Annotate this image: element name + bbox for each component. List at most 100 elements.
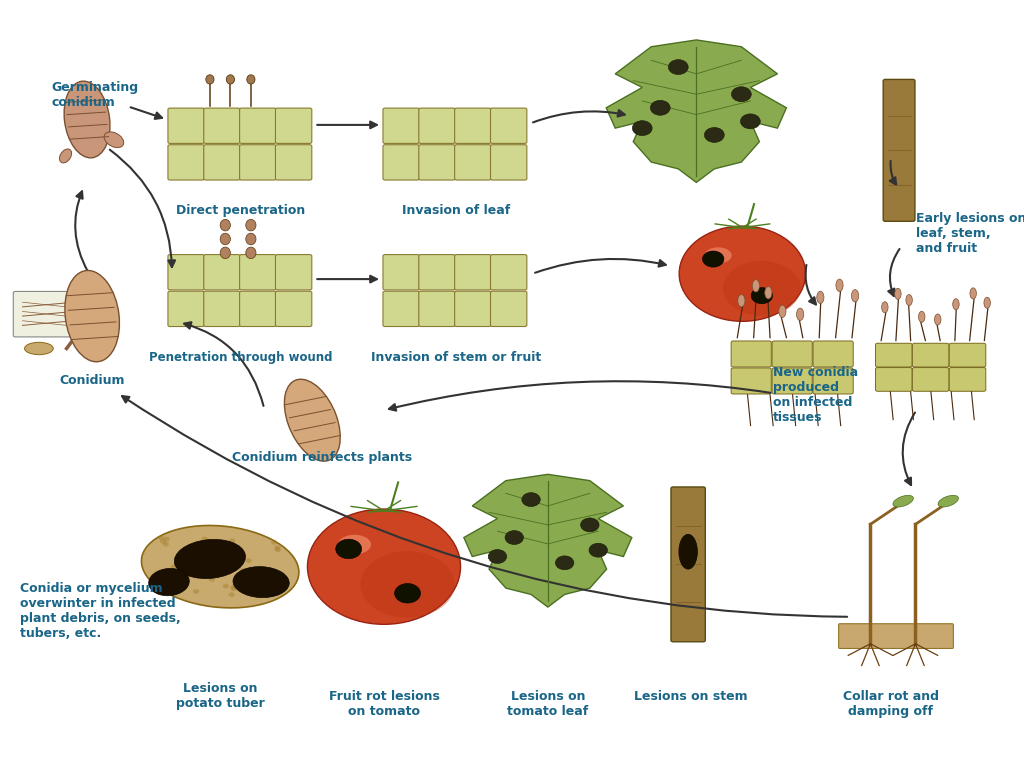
Ellipse shape <box>817 291 824 304</box>
Ellipse shape <box>338 535 371 554</box>
Circle shape <box>178 584 184 588</box>
Text: Lesions on
potato tuber: Lesions on potato tuber <box>176 682 264 710</box>
Ellipse shape <box>893 495 913 507</box>
Ellipse shape <box>104 132 124 147</box>
FancyBboxPatch shape <box>240 254 275 290</box>
FancyBboxPatch shape <box>455 108 492 143</box>
Text: Lesions on
tomato leaf: Lesions on tomato leaf <box>507 690 589 718</box>
Ellipse shape <box>65 271 120 362</box>
FancyBboxPatch shape <box>949 343 986 367</box>
FancyBboxPatch shape <box>731 341 771 367</box>
Circle shape <box>731 87 752 102</box>
FancyBboxPatch shape <box>490 108 526 143</box>
Circle shape <box>229 551 236 556</box>
FancyBboxPatch shape <box>490 291 526 327</box>
Circle shape <box>271 540 278 544</box>
FancyBboxPatch shape <box>275 108 311 143</box>
FancyBboxPatch shape <box>455 254 492 290</box>
Circle shape <box>212 547 218 551</box>
FancyBboxPatch shape <box>275 254 311 290</box>
FancyBboxPatch shape <box>813 368 853 394</box>
Circle shape <box>202 537 208 541</box>
Ellipse shape <box>895 288 901 299</box>
Circle shape <box>194 589 200 594</box>
Circle shape <box>163 542 169 547</box>
Ellipse shape <box>836 279 843 291</box>
Text: Invasion of leaf: Invasion of leaf <box>401 204 510 217</box>
Ellipse shape <box>737 295 744 307</box>
Ellipse shape <box>882 301 888 313</box>
Circle shape <box>581 518 599 532</box>
Circle shape <box>160 539 166 544</box>
FancyBboxPatch shape <box>383 108 420 143</box>
Circle shape <box>167 583 173 588</box>
Ellipse shape <box>935 314 941 325</box>
FancyBboxPatch shape <box>876 368 912 392</box>
Circle shape <box>180 564 186 568</box>
Text: Conidium: Conidium <box>59 374 125 387</box>
Circle shape <box>175 586 181 591</box>
Ellipse shape <box>247 75 255 84</box>
Ellipse shape <box>753 280 760 292</box>
Circle shape <box>505 530 523 544</box>
Circle shape <box>161 575 167 580</box>
Ellipse shape <box>723 261 801 316</box>
Circle shape <box>230 587 237 591</box>
FancyBboxPatch shape <box>383 291 420 327</box>
Ellipse shape <box>938 495 958 507</box>
Circle shape <box>258 582 264 587</box>
Ellipse shape <box>246 247 256 258</box>
Circle shape <box>240 568 246 573</box>
Ellipse shape <box>970 288 977 299</box>
FancyBboxPatch shape <box>772 341 812 367</box>
Ellipse shape <box>246 233 256 245</box>
Circle shape <box>589 544 607 557</box>
FancyBboxPatch shape <box>383 254 420 290</box>
FancyBboxPatch shape <box>949 368 986 392</box>
FancyBboxPatch shape <box>419 145 455 180</box>
FancyBboxPatch shape <box>455 291 492 327</box>
Ellipse shape <box>705 247 732 264</box>
Ellipse shape <box>679 534 697 569</box>
Ellipse shape <box>141 526 299 608</box>
Ellipse shape <box>797 308 804 321</box>
Circle shape <box>702 251 724 267</box>
Ellipse shape <box>246 219 256 231</box>
Polygon shape <box>606 40 786 183</box>
Circle shape <box>194 563 200 567</box>
Circle shape <box>669 59 688 75</box>
Text: Direct penetration: Direct penetration <box>176 204 305 217</box>
Circle shape <box>246 558 252 563</box>
FancyBboxPatch shape <box>671 487 706 641</box>
FancyBboxPatch shape <box>204 254 240 290</box>
Text: Collar rot and
damping off: Collar rot and damping off <box>843 690 939 718</box>
Circle shape <box>394 584 421 603</box>
Circle shape <box>488 550 507 564</box>
Circle shape <box>209 577 215 582</box>
Circle shape <box>679 226 806 322</box>
FancyBboxPatch shape <box>772 368 812 394</box>
Ellipse shape <box>59 149 72 163</box>
Circle shape <box>158 535 164 540</box>
Circle shape <box>705 127 724 143</box>
Circle shape <box>555 556 573 570</box>
Circle shape <box>336 539 361 559</box>
Circle shape <box>274 547 281 552</box>
Circle shape <box>740 114 760 129</box>
Ellipse shape <box>65 81 110 158</box>
FancyBboxPatch shape <box>13 291 84 337</box>
Ellipse shape <box>220 233 230 245</box>
Ellipse shape <box>906 295 912 305</box>
FancyBboxPatch shape <box>168 108 204 143</box>
FancyBboxPatch shape <box>240 108 275 143</box>
Text: Germinating
conidium: Germinating conidium <box>51 81 138 109</box>
Text: Conidia or mycelium
overwinter in infected
plant debris, on seeds,
tubers, etc.: Conidia or mycelium overwinter in infect… <box>20 582 181 640</box>
FancyBboxPatch shape <box>490 145 526 180</box>
Circle shape <box>191 573 198 577</box>
FancyBboxPatch shape <box>383 145 420 180</box>
FancyBboxPatch shape <box>912 343 949 367</box>
FancyBboxPatch shape <box>455 145 492 180</box>
FancyBboxPatch shape <box>240 145 275 180</box>
Circle shape <box>307 509 461 625</box>
Circle shape <box>187 554 194 559</box>
